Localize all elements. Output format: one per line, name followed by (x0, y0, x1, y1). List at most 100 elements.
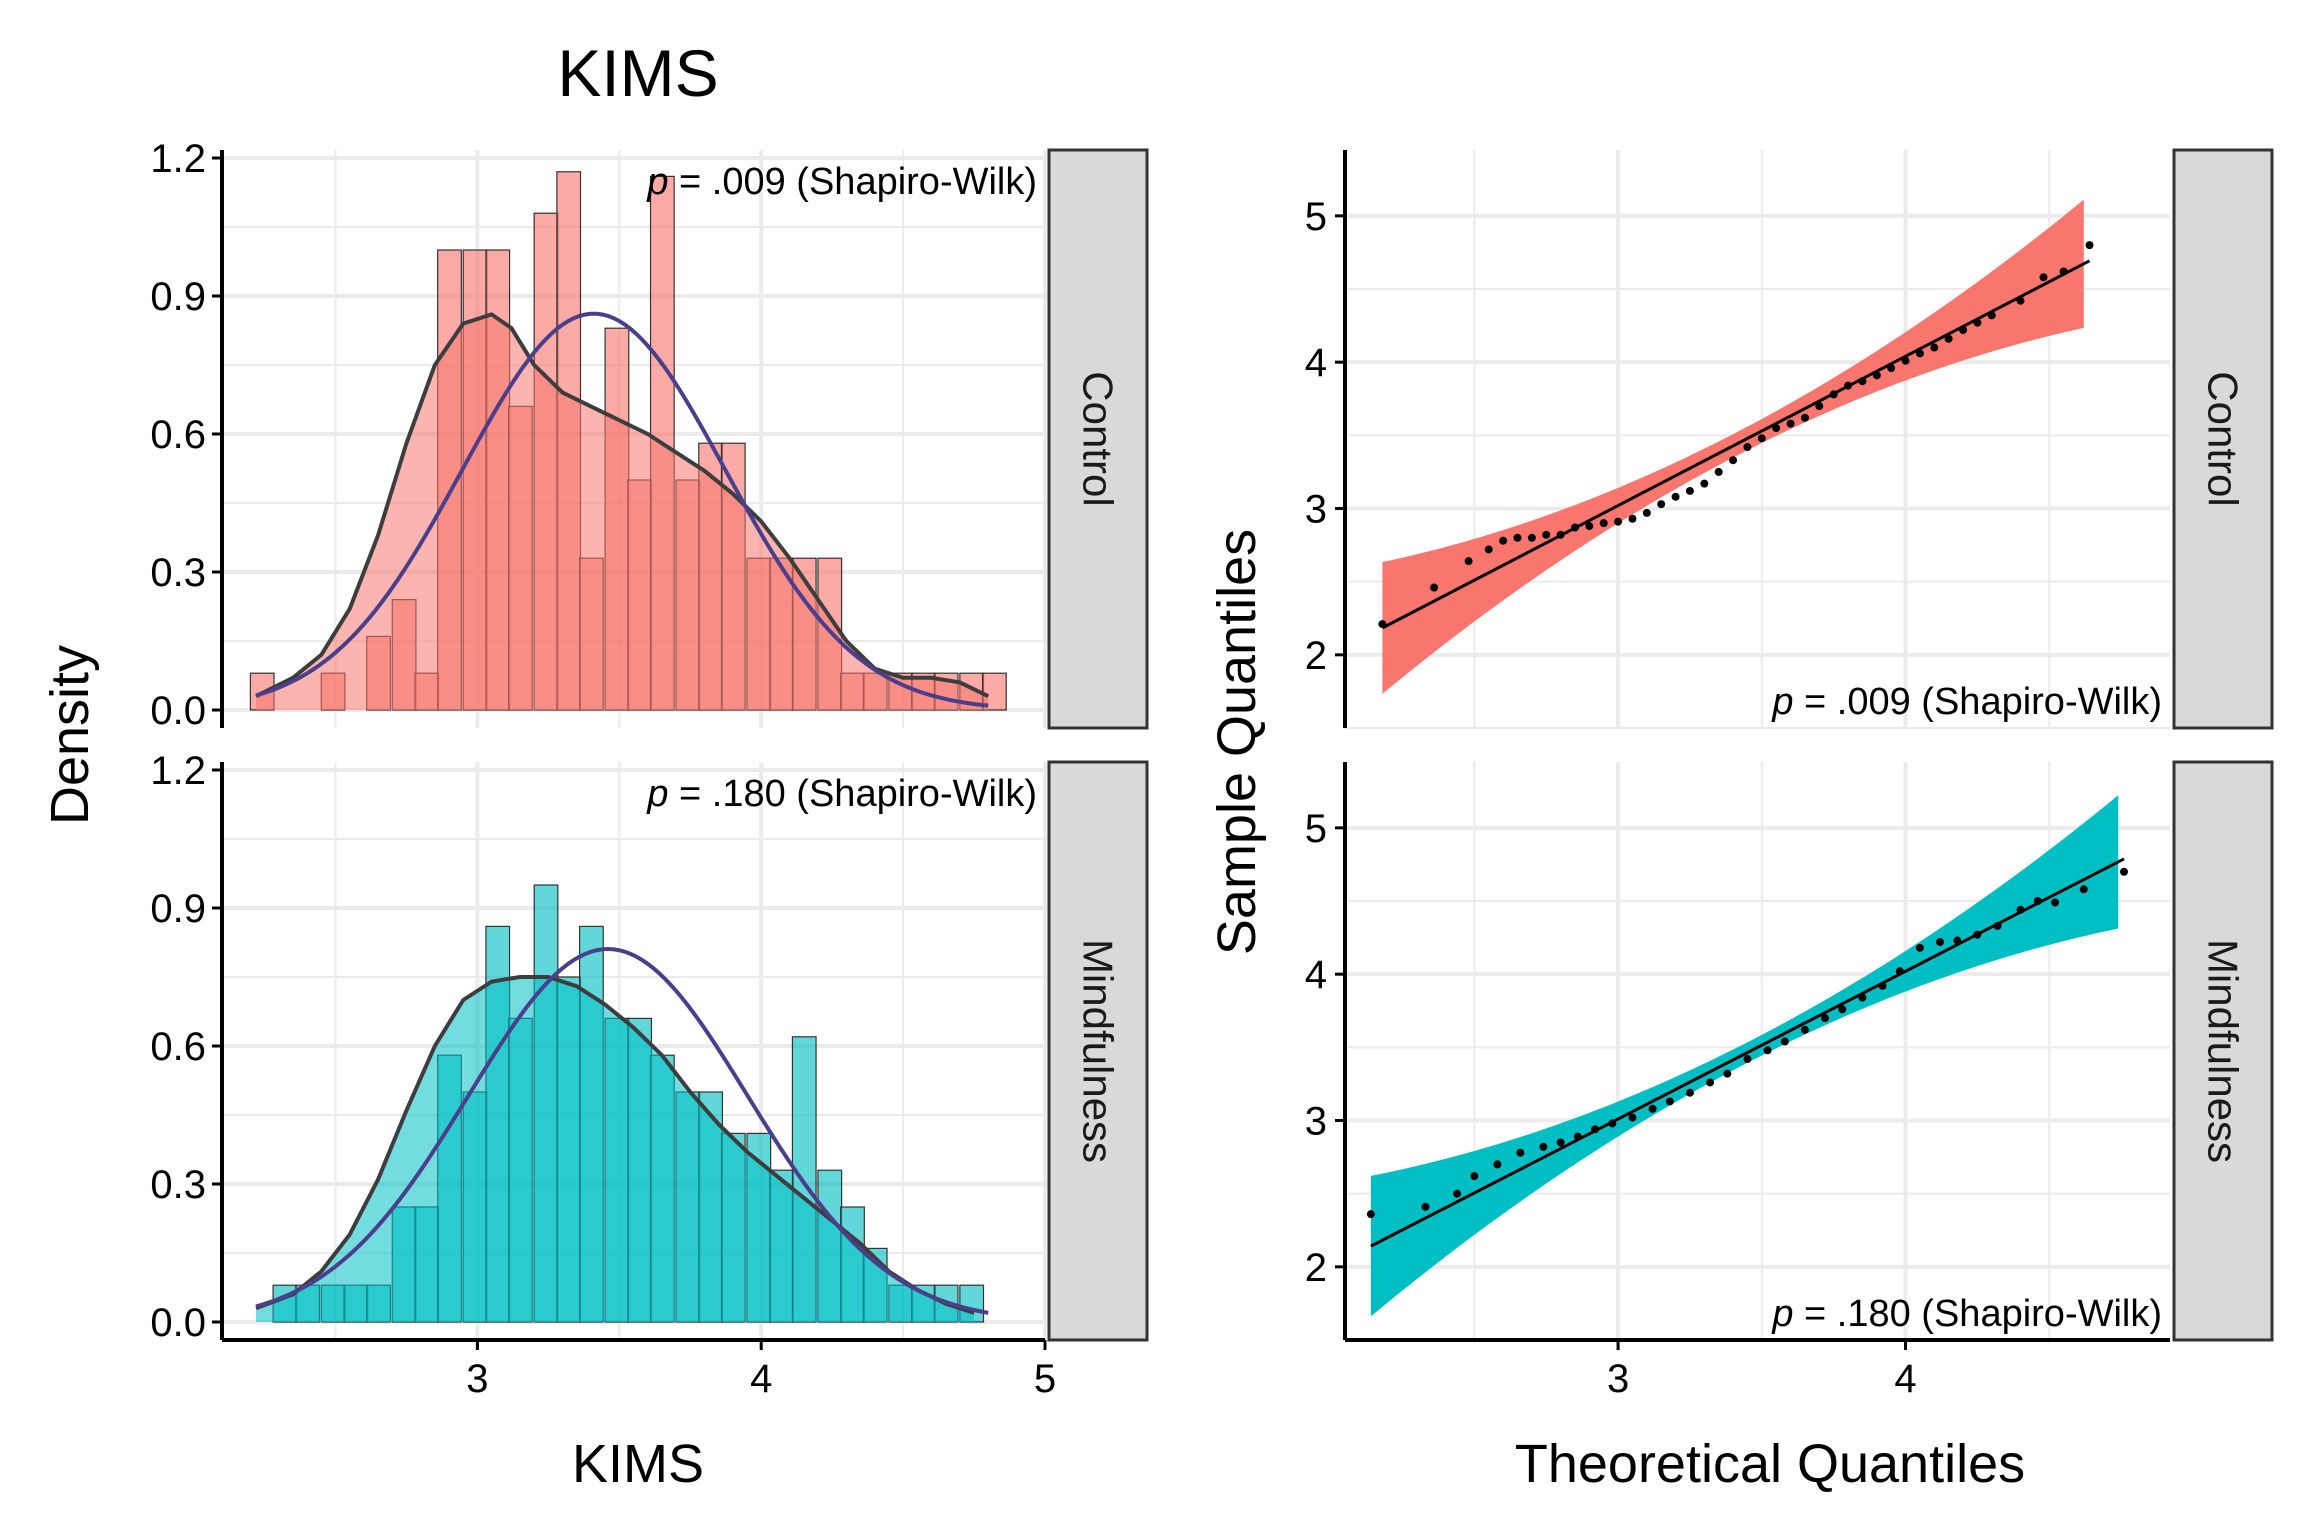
y-tick-label: 1.2 (150, 137, 206, 181)
qq-point (1585, 522, 1594, 531)
qq-point (1570, 523, 1579, 532)
qq-point (1470, 1172, 1479, 1181)
qq-point (1993, 921, 2002, 930)
x-tick-label: 4 (1894, 1357, 1916, 1401)
y-tick-label: 0.0 (150, 1301, 206, 1345)
x-tick-label: 3 (1607, 1357, 1629, 1401)
y-tick-label: 5 (1305, 807, 1327, 851)
qq-point (1800, 1025, 1809, 1034)
y-tick-label: 4 (1305, 953, 1327, 997)
qq-point (1464, 557, 1473, 566)
qq-point (1706, 1078, 1715, 1087)
qq-point (1887, 364, 1896, 373)
x-tick-label: 3 (466, 1357, 488, 1401)
qq-control-strip-label: Control (2200, 371, 2247, 506)
qq-point (1671, 492, 1680, 501)
qq-point (1608, 1119, 1617, 1128)
qq-point (1729, 456, 1738, 465)
y-tick-label: 3 (1305, 488, 1327, 532)
qq-point (1539, 1142, 1548, 1151)
histogram-mindfulness-strip (1047, 760, 1149, 1342)
qq-panel-control: 2 3 4 5 p = .009 (Shapiro-Wilk) (1305, 150, 2170, 729)
qq-point (1763, 1046, 1772, 1055)
qq-point (1821, 1014, 1830, 1023)
qq-point (1815, 402, 1824, 411)
qq-point (1642, 508, 1651, 517)
qq-point (1685, 1088, 1694, 1097)
qq-point (1657, 500, 1666, 509)
qq-point (1378, 620, 1387, 629)
qq-point (1858, 993, 1867, 1002)
y-tick-label: 2 (1305, 634, 1327, 678)
qq-point (1723, 1069, 1732, 1078)
histogram-mindfulness-strip-label: Mindfulness (1075, 939, 1122, 1163)
qq-point (1599, 519, 1608, 528)
qq-point (1786, 419, 1795, 428)
y-tick-label: 0.9 (150, 275, 206, 319)
reference-line (1370, 857, 2125, 1248)
qq-point (1780, 1037, 1789, 1046)
y-tick-label: 2 (1305, 1246, 1327, 1290)
qq-point (2120, 867, 2129, 876)
qq-point (1757, 434, 1766, 443)
y-tick-label: 0.0 (150, 689, 206, 733)
qq-point (1915, 349, 1924, 358)
qq-point (1829, 390, 1838, 399)
qq-point (1556, 1138, 1565, 1147)
qq-point (1901, 356, 1910, 365)
y-tick-label: 4 (1305, 341, 1327, 385)
qq-mindfulness-strip-label: Mindfulness (2200, 939, 2247, 1163)
qq-point (2016, 296, 2025, 305)
normal-curve (255, 311, 989, 708)
qq-point (1772, 424, 1781, 433)
qq-point (1516, 1148, 1525, 1157)
shapiro-wilk-annotation: p = .180 (Shapiro-Wilk) (1771, 1293, 2162, 1335)
qq-point (1959, 325, 1968, 334)
qq-point (1648, 1104, 1657, 1113)
qq-point (1513, 533, 1522, 542)
normal-curve (255, 947, 989, 1315)
qq-point (1872, 371, 1881, 380)
right-y-axis-title: Sample Quantiles (1207, 529, 1267, 955)
qq-point (1973, 930, 1982, 939)
x-tick-label: 5 (1034, 1357, 1056, 1401)
qq-point (1499, 536, 1508, 545)
left-y-axis-title: Density (40, 645, 100, 825)
histogram-control-strip (1047, 148, 1149, 730)
qq-point (2016, 905, 2025, 914)
histogram-panel-control: 0.0 0.3 0.6 0.9 1.2 p = .009 (Shapiro-Wilk) (150, 137, 1047, 733)
shapiro-wilk-annotation: p = .009 (Shapiro-Wilk) (1771, 681, 2162, 723)
qq-point (1944, 334, 1953, 343)
qq-point (1542, 530, 1551, 539)
y-tick-label: 5 (1305, 195, 1327, 239)
qq-point (1700, 479, 1709, 488)
y-tick-label: 3 (1305, 1100, 1327, 1144)
qq-point (2039, 273, 2048, 282)
qq-point (1421, 1202, 1430, 1211)
y-tick-label: 0.6 (150, 413, 206, 457)
qq-point (1573, 1132, 1582, 1141)
x-tick-label: 4 (750, 1357, 772, 1401)
qq-point (1838, 1005, 1847, 1014)
qq-point (1936, 937, 1945, 946)
y-tick-label: 0.6 (150, 1025, 206, 1069)
qq-point (1987, 311, 1996, 320)
qq-point (2059, 267, 2068, 276)
y-tick-label: 0.9 (150, 887, 206, 931)
qq-point (1665, 1097, 1674, 1106)
qq-point (1628, 1113, 1637, 1122)
histogram-control-strip-label: Control (1075, 371, 1122, 506)
density-curve (255, 312, 990, 698)
qq-point (1973, 318, 1982, 327)
qq-point (1858, 377, 1867, 386)
qq-point (1628, 514, 1637, 523)
qq-point (1930, 343, 1939, 352)
qq-point (1493, 1160, 1502, 1169)
qq-point (1895, 967, 1904, 976)
qq-point (1878, 981, 1887, 990)
confidence-band (1370, 795, 2119, 1317)
density-curve (255, 975, 975, 1315)
y-tick-label: 0.3 (150, 1163, 206, 1207)
qq-point (1714, 467, 1723, 476)
